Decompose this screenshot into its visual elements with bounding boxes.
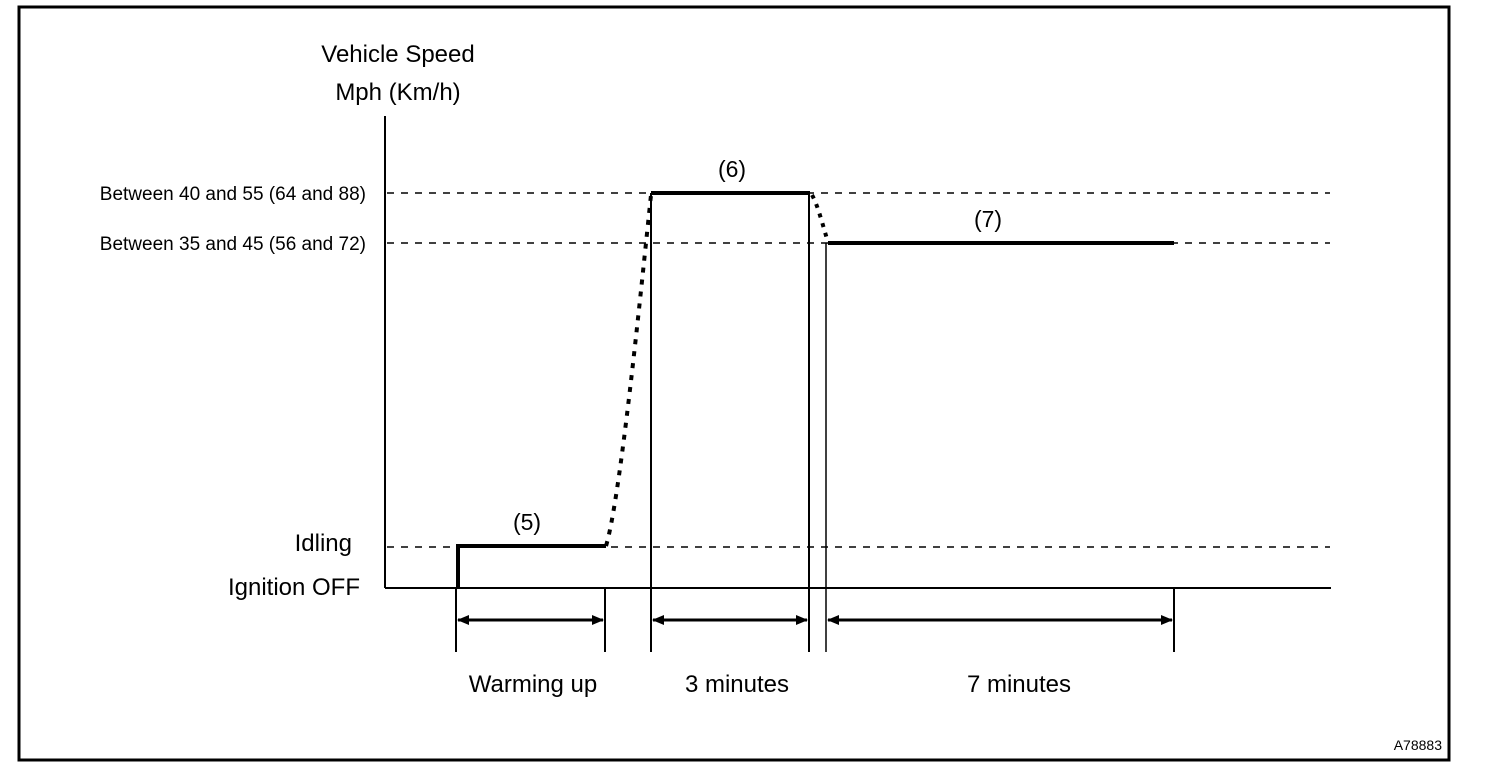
level-label-idling: Idling: [295, 530, 352, 557]
level-label-ignition-off: Ignition OFF: [228, 574, 360, 601]
level-label-high: Between 40 and 55 (64 and 88): [100, 184, 366, 205]
step-label-5: (5): [513, 509, 541, 535]
duration-label-7-minutes: 7 minutes: [967, 671, 1071, 698]
duration-label-3-minutes: 3 minutes: [685, 671, 789, 698]
step-label-7: (7): [974, 206, 1002, 232]
figure-id: A78883: [1394, 737, 1442, 753]
duration-label-warming-up: Warming up: [469, 671, 597, 698]
y-axis-title-line1: Vehicle Speed: [321, 41, 474, 68]
figure-border: [17, 5, 1451, 762]
step-label-6: (6): [718, 156, 746, 182]
acceleration-curve: [604, 194, 653, 547]
deceleration-curve: [810, 193, 830, 243]
y-axis-title-line2: Mph (Km/h): [335, 79, 460, 106]
level-label-mid: Between 35 and 45 (56 and 72): [100, 234, 366, 255]
